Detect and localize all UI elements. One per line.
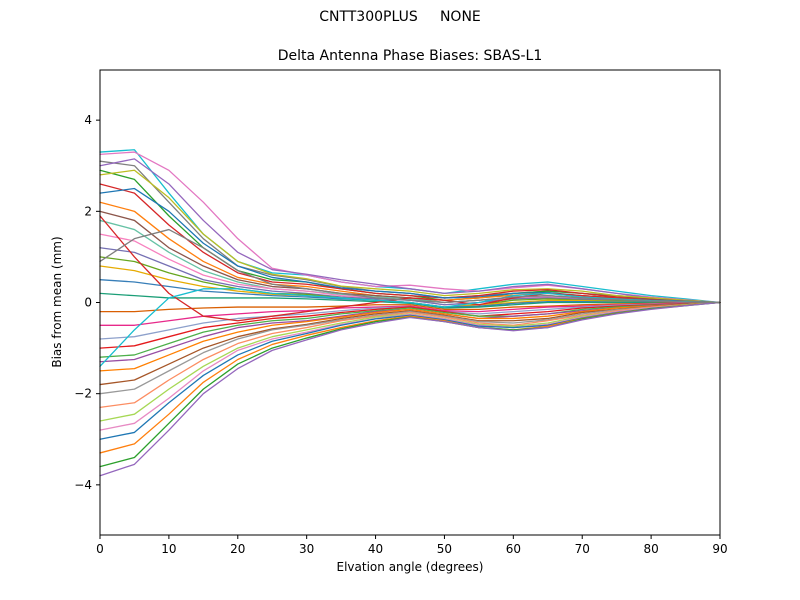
series-line <box>99 301 721 409</box>
y-tick-label: −4 <box>74 478 92 492</box>
series-line <box>99 301 721 313</box>
series-line <box>99 160 721 304</box>
series-line <box>99 183 721 304</box>
x-tick-label: 10 <box>161 542 176 556</box>
y-tick-label: 0 <box>84 296 92 310</box>
series-line <box>99 292 721 309</box>
axes-title: Delta Antenna Phase Biases: SBAS-L1 <box>277 48 543 64</box>
x-tick-label: 80 <box>643 542 658 556</box>
series-line <box>99 169 721 304</box>
x-tick-label: 60 <box>506 542 521 556</box>
series-line <box>99 301 721 372</box>
x-tick-label: 0 <box>96 542 104 556</box>
x-tick-label: 70 <box>575 542 590 556</box>
y-axis-label: Bias from mean (mm) <box>50 236 64 368</box>
x-tick-label: 90 <box>712 542 727 556</box>
x-tick-label: 40 <box>368 542 383 556</box>
series-line <box>99 201 721 304</box>
series-line <box>99 169 721 304</box>
series-line <box>99 301 721 477</box>
series-line <box>99 301 721 349</box>
series-line <box>99 158 721 304</box>
series-line <box>99 288 721 367</box>
y-tick-label: 2 <box>84 204 92 218</box>
x-tick-label: 50 <box>437 542 452 556</box>
series-line <box>99 301 721 468</box>
series-line <box>99 215 721 322</box>
x-tick-label: 30 <box>299 542 314 556</box>
series-line <box>99 301 721 395</box>
x-tick-label: 20 <box>230 542 245 556</box>
x-axis-label: Elvation angle (degrees) <box>336 560 484 574</box>
figure-suptitle: CNTT300PLUS NONE <box>319 9 481 25</box>
series-line <box>99 228 721 304</box>
series-line <box>99 301 721 358</box>
series-line <box>99 301 721 422</box>
y-tick-label: 4 <box>84 113 92 127</box>
y-tick-label: −2 <box>74 387 92 401</box>
series-line <box>99 301 721 440</box>
series-line <box>99 301 721 431</box>
